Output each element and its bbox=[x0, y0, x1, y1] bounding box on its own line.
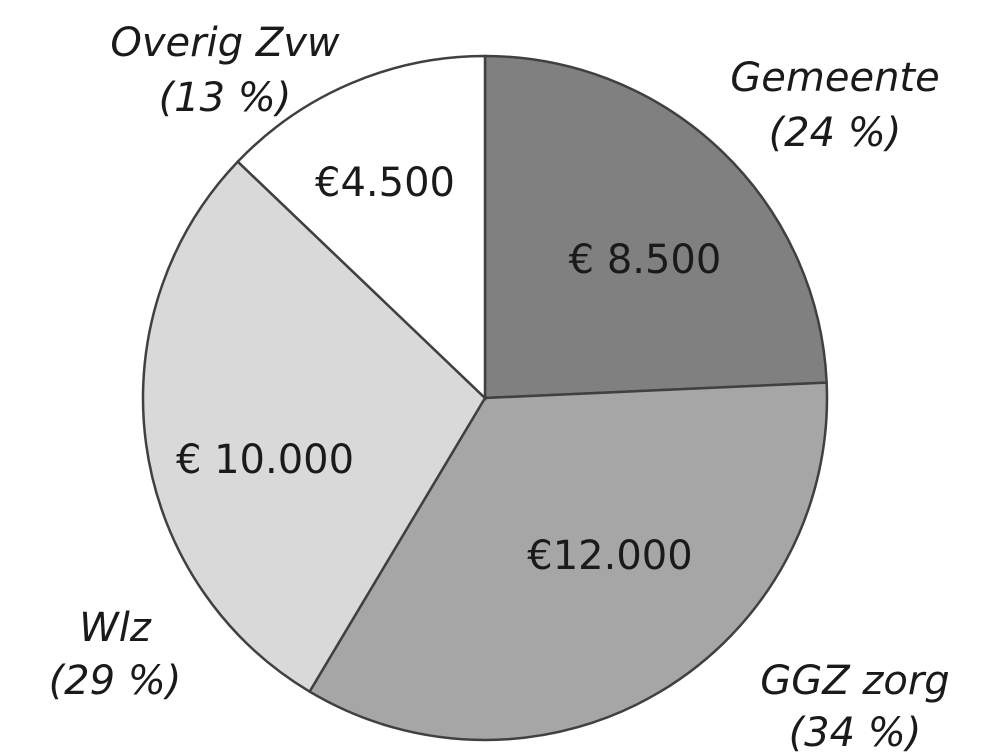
percentage-label: (24 %) bbox=[769, 110, 902, 156]
category-label: Overig Zvw bbox=[110, 20, 340, 66]
value-label: € 8.500 bbox=[569, 237, 722, 283]
value-label: €12.000 bbox=[527, 533, 692, 579]
value-label: €4.500 bbox=[315, 160, 455, 206]
percentage-label: (34 %) bbox=[789, 710, 922, 755]
percentage-label: (29 %) bbox=[49, 658, 182, 704]
category-label: GGZ zorg bbox=[760, 658, 949, 704]
value-label: € 10.000 bbox=[176, 437, 354, 483]
pie-slice bbox=[141, 159, 487, 694]
pie-slice bbox=[236, 54, 487, 401]
pie-slice bbox=[483, 54, 828, 400]
pie-slice bbox=[307, 381, 829, 742]
percentage-label: (13 %) bbox=[159, 75, 292, 121]
category-label: Gemeente bbox=[730, 55, 939, 101]
category-label: Wlz bbox=[79, 605, 152, 651]
